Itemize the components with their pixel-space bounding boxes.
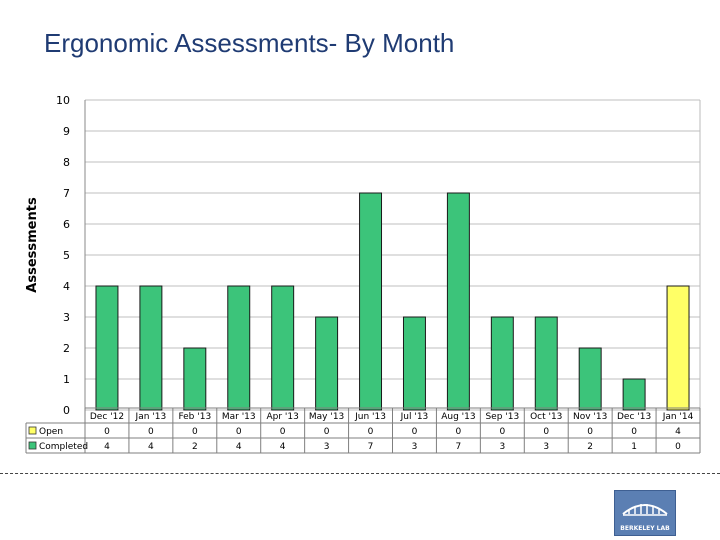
data-table-value: 4 bbox=[148, 442, 154, 452]
data-table-value: 1 bbox=[631, 442, 637, 452]
y-tick-label: 2 bbox=[63, 342, 70, 355]
bar-open bbox=[666, 285, 690, 411]
bar-completed bbox=[534, 316, 558, 411]
data-table-value: 0 bbox=[104, 427, 110, 437]
data-table-value: 0 bbox=[236, 427, 242, 437]
x-tick-label: Feb '13 bbox=[178, 412, 211, 422]
data-table-value: 0 bbox=[675, 442, 681, 452]
bar-completed bbox=[227, 285, 251, 411]
bar-completed bbox=[446, 192, 470, 411]
x-tick-label: Nov '13 bbox=[573, 412, 607, 422]
page-title: Ergonomic Assessments- By Month bbox=[44, 28, 455, 58]
lab-building-icon bbox=[622, 504, 668, 516]
bar-completed bbox=[622, 378, 646, 411]
data-table-value: 3 bbox=[412, 442, 418, 452]
y-tick-label: 9 bbox=[63, 125, 70, 138]
data-table-value: 0 bbox=[456, 427, 462, 437]
footer-divider bbox=[0, 473, 720, 474]
data-table-value: 7 bbox=[368, 442, 374, 452]
bar-completed bbox=[359, 192, 383, 411]
data-table-value: 0 bbox=[192, 427, 198, 437]
bar-completed bbox=[271, 285, 295, 411]
x-tick-label: Jan '14 bbox=[662, 412, 694, 422]
y-tick-label: 8 bbox=[63, 156, 70, 169]
data-table-value: 4 bbox=[104, 442, 110, 452]
data-table-value: 2 bbox=[587, 442, 593, 452]
bar-completed bbox=[490, 316, 514, 411]
data-table-value: 4 bbox=[280, 442, 286, 452]
legend-label: Completed bbox=[39, 442, 88, 452]
bar-completed bbox=[95, 285, 119, 411]
data-table-value: 2 bbox=[192, 442, 198, 452]
data-table-value: 0 bbox=[324, 427, 330, 437]
data-table-value: 0 bbox=[587, 427, 593, 437]
y-tick-label: 7 bbox=[63, 187, 70, 200]
x-tick-label: Dec '13 bbox=[617, 412, 651, 422]
y-tick-label: 4 bbox=[63, 280, 70, 293]
legend-label: Open bbox=[39, 427, 63, 437]
data-table-value: 7 bbox=[456, 442, 462, 452]
bar-completed bbox=[315, 316, 339, 411]
bar-completed bbox=[139, 285, 163, 411]
y-tick-label: 0 bbox=[63, 404, 70, 417]
data-table-value: 0 bbox=[543, 427, 549, 437]
legend-swatch bbox=[28, 441, 37, 450]
y-tick-label: 1 bbox=[63, 373, 70, 386]
data-table-value: 3 bbox=[499, 442, 505, 452]
data-table-value: 4 bbox=[675, 427, 681, 437]
bar-completed bbox=[402, 316, 426, 411]
y-tick-label: 3 bbox=[63, 311, 70, 324]
x-tick-label: Jan '13 bbox=[135, 412, 167, 422]
data-table-value: 0 bbox=[631, 427, 637, 437]
y-tick-label: 5 bbox=[63, 249, 70, 262]
x-tick-label: Oct '13 bbox=[530, 412, 562, 422]
bar-completed bbox=[578, 347, 602, 411]
data-table-value: 0 bbox=[280, 427, 286, 437]
data-table-value: 0 bbox=[148, 427, 154, 437]
x-tick-label: Apr '13 bbox=[266, 412, 298, 422]
legend-swatch bbox=[28, 426, 37, 435]
x-tick-label: Sep '13 bbox=[485, 412, 519, 422]
x-tick-label: Aug '13 bbox=[441, 412, 475, 422]
berkeley-lab-logo: BERKELEY LAB bbox=[614, 490, 676, 536]
y-tick-label: 6 bbox=[63, 218, 70, 231]
bar-completed bbox=[183, 347, 207, 411]
x-tick-label: Mar '13 bbox=[222, 412, 256, 422]
data-table-value: 0 bbox=[499, 427, 505, 437]
y-tick-label: 10 bbox=[56, 94, 70, 107]
logo-text: BERKELEY LAB bbox=[620, 525, 670, 532]
y-axis-label: Assessments bbox=[25, 197, 40, 293]
x-tick-label: Jul '13 bbox=[400, 412, 429, 422]
data-table-value: 4 bbox=[236, 442, 242, 452]
x-tick-label: Jun '13 bbox=[354, 412, 386, 422]
data-table-value: 0 bbox=[368, 427, 374, 437]
data-table-value: 3 bbox=[543, 442, 549, 452]
x-tick-label: May '13 bbox=[309, 412, 344, 422]
data-table-value: 3 bbox=[324, 442, 330, 452]
data-table-value: 0 bbox=[412, 427, 418, 437]
x-tick-label: Dec '12 bbox=[90, 412, 124, 422]
